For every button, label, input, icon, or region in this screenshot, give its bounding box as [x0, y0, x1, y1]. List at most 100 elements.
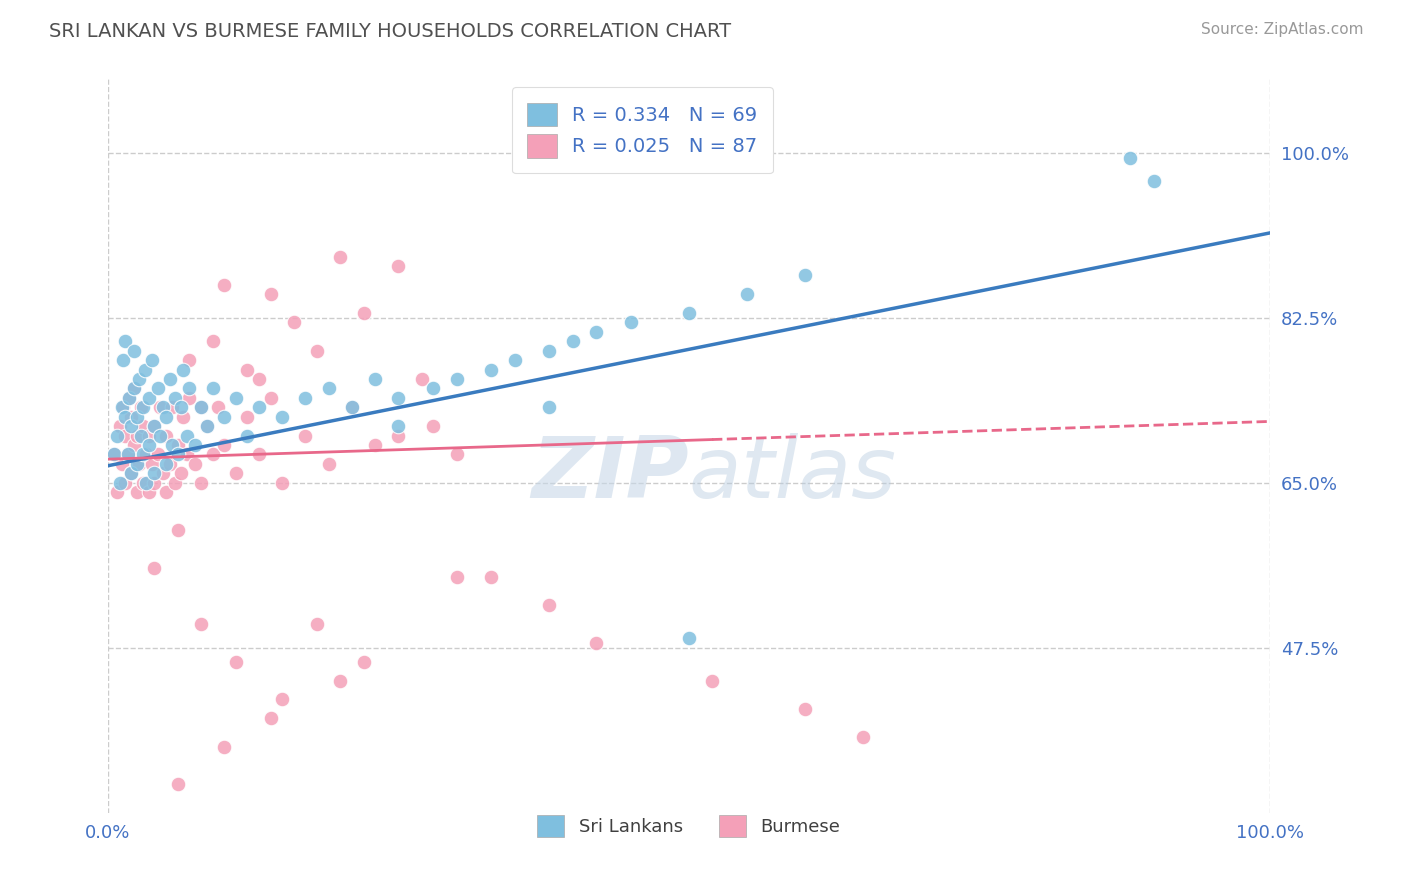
Point [422, 419, 444, 434]
Point [160, 401, 183, 415]
Point [134, 362, 156, 376]
Point [1119, 151, 1142, 165]
Point [114, 428, 136, 442]
Point [114, 475, 136, 490]
Point [143, 419, 166, 434]
Point [138, 485, 160, 500]
Text: 0.0%: 0.0% [86, 824, 131, 842]
Point [411, 372, 433, 386]
Point [387, 391, 409, 405]
Point [173, 409, 195, 424]
Point [236, 362, 259, 376]
Point [225, 655, 247, 669]
Point [271, 409, 294, 424]
Point [329, 673, 352, 688]
Point [112, 353, 135, 368]
Point [111, 457, 134, 471]
Point [149, 428, 172, 442]
Legend: Sri Lankans, Burmese: Sri Lankans, Burmese [530, 807, 848, 844]
Point [120, 409, 142, 424]
Point [132, 447, 155, 461]
Point [307, 617, 329, 632]
Point [146, 381, 169, 395]
Point [146, 447, 169, 461]
Point [212, 739, 235, 754]
Point [135, 475, 157, 490]
Point [141, 353, 163, 368]
Point [114, 334, 136, 349]
Point [128, 457, 150, 471]
Point [152, 401, 174, 415]
Point [166, 777, 188, 791]
Point [152, 467, 174, 481]
Point [283, 316, 305, 330]
Point [170, 467, 193, 481]
Point [201, 381, 224, 395]
Point [422, 381, 444, 395]
Text: ZIP: ZIP [531, 433, 689, 516]
Point [141, 457, 163, 471]
Point [1142, 174, 1164, 188]
Point [103, 447, 125, 461]
Point [195, 419, 218, 434]
Point [387, 428, 409, 442]
Point [132, 475, 155, 490]
Point [170, 401, 193, 415]
Point [108, 419, 131, 434]
Point [340, 401, 363, 415]
Text: 100.0%: 100.0% [1236, 824, 1303, 842]
Point [212, 409, 235, 424]
Point [117, 447, 139, 461]
Point [538, 599, 561, 613]
Point [112, 401, 135, 415]
Point [166, 523, 188, 537]
Point [561, 334, 583, 349]
Point [179, 391, 201, 405]
Point [143, 475, 166, 490]
Point [503, 353, 526, 368]
Point [207, 401, 229, 415]
Point [259, 711, 281, 725]
Point [294, 391, 316, 405]
Point [143, 467, 166, 481]
Point [735, 287, 758, 301]
Point [155, 409, 177, 424]
Point [259, 391, 281, 405]
Point [190, 475, 212, 490]
Point [446, 447, 468, 461]
Point [307, 343, 329, 358]
Point [620, 316, 643, 330]
Point [122, 381, 145, 395]
Point [190, 617, 212, 632]
Point [166, 438, 188, 452]
Point [166, 447, 188, 461]
Point [585, 325, 607, 339]
Point [138, 391, 160, 405]
Point [294, 428, 316, 442]
Point [212, 438, 235, 452]
Point [247, 447, 270, 461]
Point [132, 419, 155, 434]
Point [125, 485, 148, 500]
Point [794, 702, 817, 716]
Point [446, 372, 468, 386]
Text: atlas: atlas [689, 433, 897, 516]
Point [852, 730, 875, 744]
Point [190, 401, 212, 415]
Point [128, 372, 150, 386]
Point [236, 428, 259, 442]
Point [111, 401, 134, 415]
Point [125, 428, 148, 442]
Point [225, 391, 247, 405]
Point [103, 447, 125, 461]
Point [329, 250, 352, 264]
Point [122, 381, 145, 395]
Point [247, 401, 270, 415]
Point [479, 570, 502, 584]
Point [105, 428, 128, 442]
Point [149, 401, 172, 415]
Point [135, 447, 157, 461]
Point [120, 467, 142, 481]
Point [165, 391, 187, 405]
Point [122, 438, 145, 452]
